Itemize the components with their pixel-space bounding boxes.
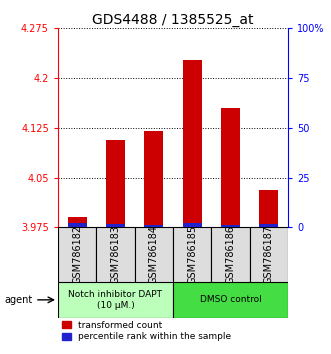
- Bar: [135, 227, 173, 282]
- Bar: [173, 227, 211, 282]
- Bar: [173, 282, 288, 318]
- Text: GSM786184: GSM786184: [149, 225, 159, 284]
- Bar: [259, 224, 278, 228]
- Bar: [106, 140, 125, 228]
- Text: GSM786185: GSM786185: [187, 225, 197, 284]
- Text: GSM786183: GSM786183: [111, 225, 120, 284]
- Text: agent: agent: [5, 295, 33, 305]
- Bar: [250, 227, 288, 282]
- Text: Notch inhibitor DAPT
(10 μM.): Notch inhibitor DAPT (10 μM.): [69, 290, 163, 309]
- Bar: [221, 225, 240, 228]
- Bar: [68, 223, 87, 228]
- Bar: [182, 223, 202, 228]
- Bar: [182, 59, 202, 228]
- Bar: [58, 227, 96, 282]
- Bar: [144, 131, 164, 228]
- Bar: [58, 282, 173, 318]
- Bar: [96, 227, 135, 282]
- Title: GDS4488 / 1385525_at: GDS4488 / 1385525_at: [92, 13, 254, 27]
- Bar: [211, 227, 250, 282]
- Bar: [68, 217, 87, 228]
- Bar: [259, 190, 278, 228]
- Bar: [106, 224, 125, 228]
- Bar: [221, 108, 240, 228]
- Text: DMSO control: DMSO control: [200, 295, 261, 304]
- Text: GSM786187: GSM786187: [264, 225, 274, 284]
- Bar: [144, 225, 164, 228]
- Text: GSM786186: GSM786186: [225, 225, 235, 284]
- Text: GSM786182: GSM786182: [72, 225, 82, 284]
- Legend: transformed count, percentile rank within the sample: transformed count, percentile rank withi…: [63, 321, 231, 341]
